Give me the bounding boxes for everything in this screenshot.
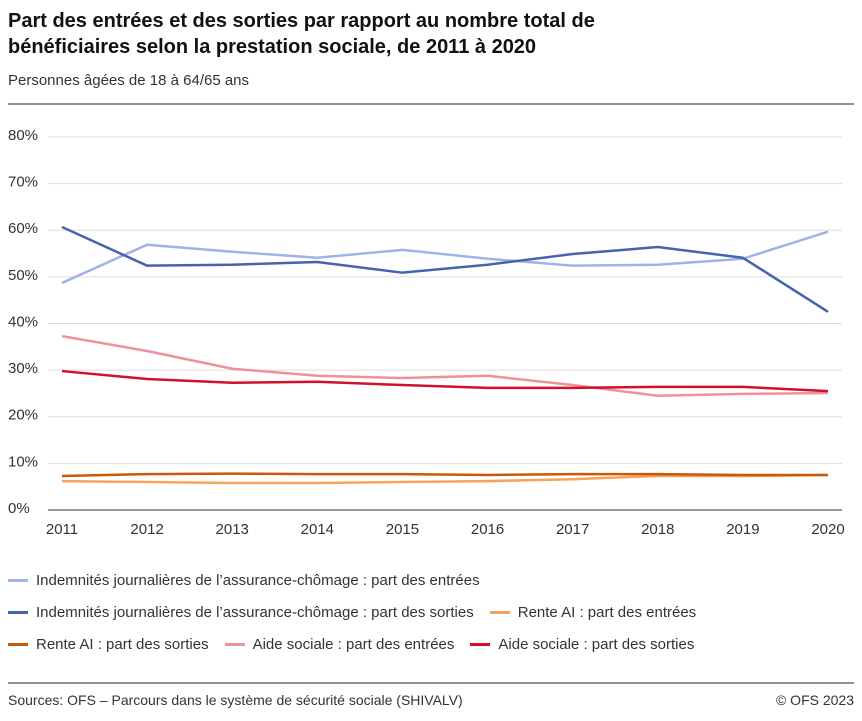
y-tick-label: 20% xyxy=(8,407,38,424)
legend-swatch xyxy=(470,642,491,646)
series-line xyxy=(61,225,829,313)
x-tick-label: 2012 xyxy=(130,521,163,538)
y-tick-label: 10% xyxy=(8,453,38,470)
x-tick-label: 2018 xyxy=(641,521,674,538)
chart-title: Part des entrées et des sorties par rapp… xyxy=(8,10,595,58)
series-line xyxy=(61,473,829,485)
y-tick-label: 40% xyxy=(8,313,38,330)
legend-swatch xyxy=(489,610,510,614)
legend-swatch xyxy=(224,642,245,646)
series-line xyxy=(61,334,829,398)
x-tick-label: 2011 xyxy=(46,521,78,538)
x-tick-label: 2020 xyxy=(811,521,844,538)
y-tick-label: 80% xyxy=(8,127,38,144)
legend-label: Rente AI : part des sorties xyxy=(36,635,209,653)
x-tick-label: 2013 xyxy=(216,521,249,538)
x-tick-label: 2019 xyxy=(726,521,759,538)
legend-item: Rente AI : part des entrées xyxy=(489,596,697,628)
y-tick-label: 30% xyxy=(8,360,38,377)
legend-swatch xyxy=(8,642,28,646)
legend-item: Indemnités journalières de l’assurance-c… xyxy=(8,596,474,628)
source: Sources: OFS – Parcours dans le système … xyxy=(8,692,463,708)
x-tick-label: 2017 xyxy=(556,521,589,538)
y-tick-label: 70% xyxy=(8,174,38,191)
y-tick-label: 0% xyxy=(8,500,30,517)
y-tick-label: 50% xyxy=(8,267,38,284)
legend-item: Rente AI : part des sorties xyxy=(8,628,209,660)
copyright: © OFS 2023 xyxy=(775,692,854,708)
y-tick-label: 60% xyxy=(8,220,38,237)
chart-subtitle: Personnes âgées de 18 à 64/65 ans xyxy=(8,72,250,89)
series-line xyxy=(61,472,828,478)
legend-swatch xyxy=(8,578,28,582)
legend-label: Aide sociale : part des entrées xyxy=(252,635,455,653)
x-tick-label: 2014 xyxy=(301,521,334,538)
legend-item: Aide sociale : part des entrées xyxy=(224,628,455,660)
legend-label: Aide sociale : part des sorties xyxy=(498,635,695,653)
legend: Indemnités journalières de l’assurance-c… xyxy=(8,564,808,660)
legend-label: Rente AI : part des entrées xyxy=(517,603,697,621)
legend-label: Indemnités journalières de l’assurance-c… xyxy=(36,571,480,589)
legend-label: Indemnités journalières de l’assurance-c… xyxy=(36,603,474,621)
legend-swatch xyxy=(8,610,28,614)
x-tick-label: 2015 xyxy=(386,521,419,538)
legend-item: Indemnités journalières de l’assurance-c… xyxy=(8,564,480,596)
legend-item: Aide sociale : part des sorties xyxy=(470,628,694,660)
x-tick-label: 2016 xyxy=(471,521,504,538)
series-line xyxy=(61,230,829,285)
series-line xyxy=(61,369,829,393)
